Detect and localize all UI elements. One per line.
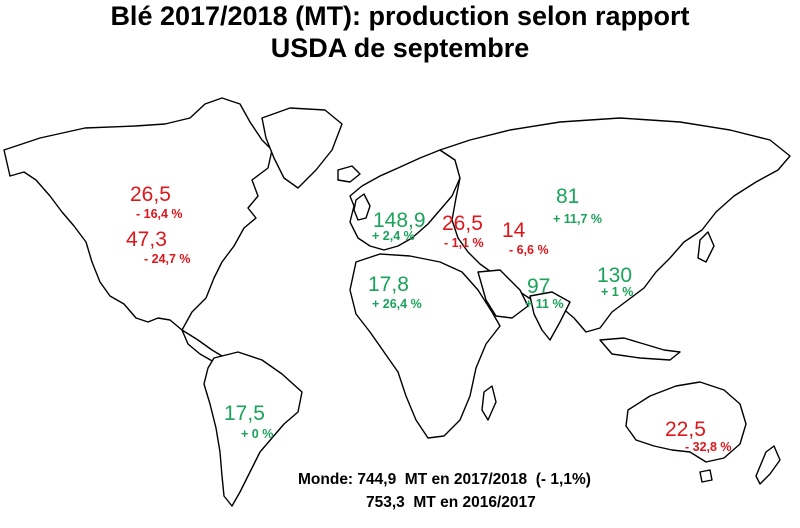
map-title: Blé 2017/2018 (MT): production selon rap… <box>0 0 800 64</box>
ukraine-value: 26,5 <box>442 212 483 235</box>
china-change: + 1 % <box>601 285 634 299</box>
japan-outline <box>697 231 715 263</box>
canada-change: - 16,4 % <box>136 207 183 221</box>
india-value: 97 <box>527 275 551 298</box>
eu-value: 148,9 <box>373 209 426 232</box>
tasmania-outline <box>699 469 713 483</box>
kazakhstan-change: - 6,6 % <box>509 243 549 257</box>
north-america-outline <box>3 97 273 331</box>
australia-change: - 32,8 % <box>685 440 732 454</box>
north-africa-value: 17,8 <box>368 273 409 296</box>
usa-change: - 24,7 % <box>144 252 191 266</box>
russia-value: 81 <box>556 185 580 208</box>
world-total: Monde: 744,9 MT en 2017/2018 (- 1,1%) 75… <box>298 468 591 514</box>
asia-outline <box>439 117 791 333</box>
iceland-outline <box>337 165 361 183</box>
usa-value: 47,3 <box>126 228 167 251</box>
india-outline <box>529 291 571 341</box>
eu-change: + 2,4 % <box>372 229 415 243</box>
australia-value: 22,5 <box>665 418 706 441</box>
kazakhstan-value: 14 <box>502 219 526 242</box>
china-value: 130 <box>597 264 633 287</box>
argentina-value: 17,5 <box>224 402 265 425</box>
madagascar-outline <box>481 385 497 421</box>
arabia-outline <box>477 269 529 319</box>
world-total-line-1: Monde: 744,9 MT en 2017/2018 (- 1,1%) <box>298 471 591 488</box>
ukraine-change: - 1,1 % <box>444 236 484 250</box>
title-line-1: Blé 2017/2018 (MT): production selon rap… <box>110 1 690 31</box>
title-line-2: USDA de septembre <box>270 33 530 63</box>
europe-outline <box>349 149 461 251</box>
australia-outline <box>625 381 747 463</box>
africa-outline <box>349 253 501 439</box>
indonesia-outline <box>599 337 681 361</box>
russia-change: + 11,7 % <box>553 212 602 226</box>
argentina-change: + 0 % <box>241 427 274 441</box>
uk-outline <box>353 193 371 221</box>
canada-value: 26,5 <box>130 183 171 206</box>
india-change: + 11 % <box>525 297 564 311</box>
world-total-line-2: 753,3 MT en 2016/2017 <box>366 494 536 511</box>
new-zealand-outline <box>755 445 781 485</box>
greenland-outline <box>261 107 343 189</box>
north-africa-change: + 26,4 % <box>372 297 422 311</box>
south-america-outline <box>203 351 303 507</box>
